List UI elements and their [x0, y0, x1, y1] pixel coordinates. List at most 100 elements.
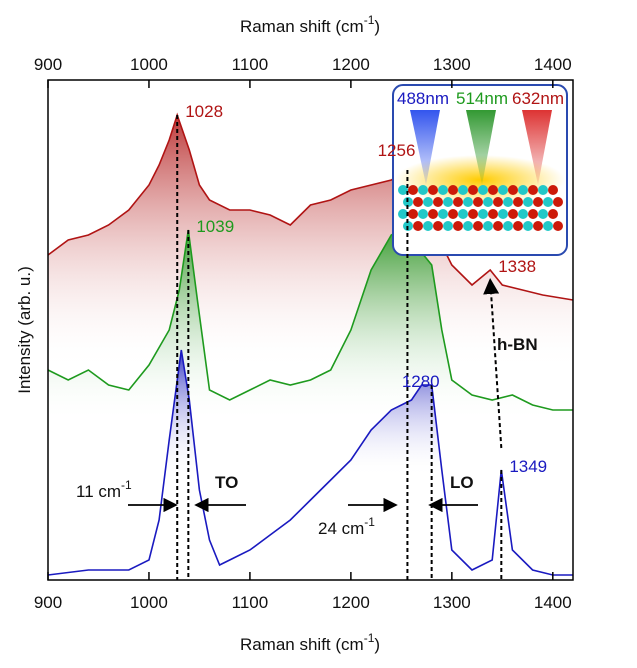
y-axis-title: Intensity (arb. u.) [15, 266, 34, 394]
inset: 488nm 514nm 632nm [392, 84, 568, 256]
inset-atom [488, 209, 498, 219]
inset-atom [513, 197, 523, 207]
inset-atom [443, 197, 453, 207]
x-label-end: ) [374, 17, 380, 36]
inset-atom [473, 197, 483, 207]
inset-atom [463, 197, 473, 207]
x-label: Raman shift (cm [240, 635, 364, 654]
inset-atom [543, 197, 553, 207]
inset-atom [528, 185, 538, 195]
mode-label: TO [215, 473, 238, 492]
x-tick-label: 1200 [332, 593, 370, 612]
x-tick-label-top: 1400 [534, 55, 572, 74]
inset-atom [428, 185, 438, 195]
inset-atom [488, 185, 498, 195]
inset-atom [523, 197, 533, 207]
x-tick-label-top: 1200 [332, 55, 370, 74]
inset-atom [448, 185, 458, 195]
inset-atom [503, 197, 513, 207]
inset-atom [553, 221, 563, 231]
bottom-axis-title: Raman shift (cm-1) [240, 631, 380, 654]
inset-atom [493, 197, 503, 207]
width-value: 11 cm [76, 482, 121, 501]
inset-atom [418, 209, 428, 219]
mode-label: LO [450, 473, 474, 492]
line [47, 112, 574, 301]
inset-atom [408, 185, 418, 195]
inset-atom [478, 185, 488, 195]
inset-atom [498, 209, 508, 219]
width-sup: -1 [121, 478, 132, 492]
inset-atom [398, 185, 408, 195]
inset-atom [513, 221, 523, 231]
inset-atom [553, 197, 563, 207]
inset-atom [528, 209, 538, 219]
area [48, 350, 573, 580]
x-tick-label: 1400 [534, 593, 572, 612]
peak-label: 1338 [498, 257, 536, 276]
x-label: Raman shift (cm [240, 17, 364, 36]
inset-atom [458, 209, 468, 219]
inset-atom [493, 221, 503, 231]
mode-label: h-BN [497, 335, 538, 354]
inset-beam [466, 110, 496, 185]
inset-atom [473, 221, 483, 231]
line [47, 229, 573, 411]
inset-atom [538, 209, 548, 219]
hbn-arrow [483, 278, 503, 449]
inset-atom [483, 221, 493, 231]
plot-area [47, 112, 574, 580]
peak-label: 1349 [509, 457, 547, 476]
inset-atom [503, 221, 513, 231]
x-tick-label: 1300 [433, 593, 471, 612]
inset-atom [453, 221, 463, 231]
inset-label: 488nm [397, 89, 449, 108]
inset-atom [433, 221, 443, 231]
width-value: 24 cm [318, 519, 364, 538]
inset-atom [418, 185, 428, 195]
inset-atom [413, 221, 423, 231]
inset-atom [468, 209, 478, 219]
inset-label: 632nm [512, 89, 564, 108]
inset-atom [548, 209, 558, 219]
inset-atom [428, 209, 438, 219]
inset-atom [478, 209, 488, 219]
inset-atom [508, 209, 518, 219]
inset-atom [523, 221, 533, 231]
inset-atom [448, 209, 458, 219]
inset-atom [543, 221, 553, 231]
x-tick-label: 1000 [130, 593, 168, 612]
x-label-sup: -1 [364, 631, 375, 645]
inset-atom [483, 197, 493, 207]
inset-atom [463, 221, 473, 231]
peak-label: 1039 [196, 217, 234, 236]
x-label-end: ) [374, 635, 380, 654]
inset-atom [423, 221, 433, 231]
inset-atom [398, 209, 408, 219]
inset-beam [522, 110, 552, 185]
inset-atom [423, 197, 433, 207]
inset-atom [548, 185, 558, 195]
inset-atom [458, 185, 468, 195]
inset-atom [438, 185, 448, 195]
x-tick-label: 1100 [232, 593, 269, 612]
peak-label: 1256 [378, 141, 416, 160]
inset-atom [533, 197, 543, 207]
x-tick-label-top: 1100 [232, 55, 269, 74]
inset-atom [438, 209, 448, 219]
x-label-sup: -1 [364, 13, 375, 27]
inset-atom [538, 185, 548, 195]
inset-lattice [398, 185, 563, 231]
inset-atom [453, 197, 463, 207]
inset-atom [413, 197, 423, 207]
peak-label: 1028 [185, 102, 223, 121]
width-label: 24 cm-1 [318, 515, 375, 538]
width-label: 11 cm-1 [76, 478, 132, 501]
inset-label: 514nm [456, 89, 508, 108]
x-tick-label: 900 [34, 593, 62, 612]
inset-atom [518, 185, 528, 195]
width-sup: -1 [364, 515, 375, 529]
x-tick-label-top: 900 [34, 55, 62, 74]
